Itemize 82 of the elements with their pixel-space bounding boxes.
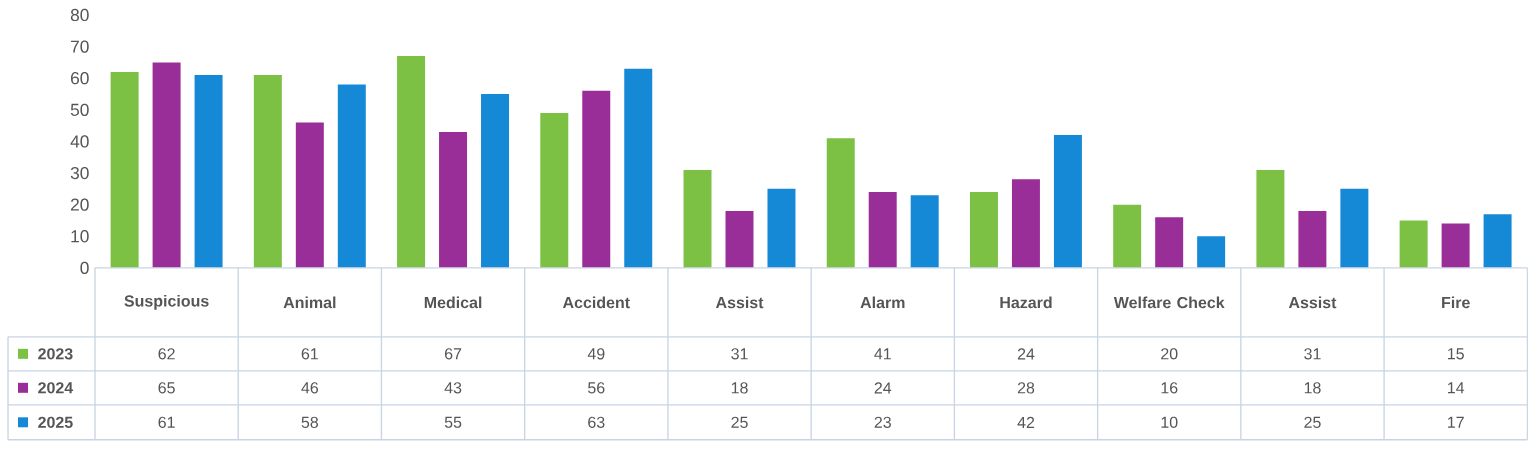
bar: [1298, 211, 1327, 268]
data-label: 43: [444, 382, 462, 394]
bar: [624, 68, 653, 268]
data-label: 18: [1304, 382, 1321, 394]
y-tick-label: 50: [70, 103, 89, 117]
data-label: 31: [1304, 348, 1321, 360]
bar: [1483, 214, 1512, 268]
data-label: 24: [1017, 348, 1035, 360]
data-label: 20: [1161, 348, 1178, 360]
data-label: 17: [1448, 416, 1464, 428]
x-tick-label: Medical: [424, 296, 482, 309]
bar: [295, 122, 324, 268]
bar: [1441, 223, 1470, 268]
bar: [1113, 204, 1142, 268]
y-tick-label: 20: [70, 198, 89, 211]
x-tick-label: Assist: [1288, 296, 1337, 309]
bar: [1197, 236, 1226, 268]
y-tick-label: 40: [70, 135, 89, 148]
y-tick-label: 70: [71, 40, 89, 53]
x-tick-label: Fire: [1442, 296, 1470, 309]
bar: [826, 138, 855, 268]
data-label: 25: [731, 416, 748, 429]
bar: [253, 75, 282, 268]
data-label: 55: [444, 416, 462, 428]
bar: [540, 113, 569, 268]
y-tick-label: 10: [71, 230, 89, 243]
bar: [1011, 179, 1040, 268]
legend-label: 2024: [38, 382, 74, 394]
bar: [969, 192, 998, 268]
data-label: 61: [301, 348, 318, 360]
data-label: 63: [588, 416, 605, 429]
y-tick-label: 80: [70, 8, 89, 22]
x-tick-label: Animal: [283, 296, 336, 309]
data-label: 46: [301, 382, 319, 394]
bar: [767, 188, 796, 268]
data-label: 62: [158, 348, 175, 360]
x-tick-label: Suspicious: [124, 295, 209, 310]
x-tick-label: Welfare Check: [1113, 296, 1225, 309]
data-label: 49: [587, 348, 605, 360]
data-label: 31: [731, 348, 748, 360]
data-label: 24: [874, 382, 892, 394]
bar: [683, 169, 712, 268]
bar: [1399, 220, 1428, 268]
bar: [110, 72, 139, 268]
bar: [1340, 188, 1369, 268]
bar: [1053, 135, 1082, 268]
data-label: 67: [444, 348, 462, 360]
legend-label: 2023: [38, 348, 73, 360]
bar: [910, 195, 939, 268]
data-label: 25: [1304, 416, 1321, 429]
bar: [337, 84, 366, 268]
bar: [1155, 217, 1184, 268]
bar: [481, 94, 510, 268]
data-label: 41: [874, 348, 891, 360]
bar: [1256, 169, 1285, 268]
x-tick-label: Hazard: [1000, 296, 1052, 309]
data-label: 42: [1017, 416, 1035, 428]
bar: [725, 211, 754, 268]
data-label: 16: [1161, 382, 1178, 394]
bar: [152, 62, 181, 268]
y-tick-label: 0: [80, 261, 89, 275]
data-label: 28: [1017, 382, 1035, 394]
bar: [397, 56, 426, 268]
y-tick-label: 60: [70, 72, 89, 85]
data-label: 18: [731, 382, 748, 394]
x-tick-label: Alarm: [860, 296, 905, 309]
data-label: 15: [1448, 348, 1464, 360]
data-label: 23: [874, 416, 891, 429]
bar: [582, 90, 611, 268]
bar: [194, 75, 223, 268]
legend-label: 2025: [38, 416, 73, 429]
data-label: 65: [158, 382, 175, 394]
x-tick-label: Accident: [562, 296, 630, 309]
data-label: 10: [1161, 416, 1178, 429]
data-label: 14: [1448, 382, 1465, 394]
y-tick-label: 30: [70, 167, 89, 180]
data-label: 56: [588, 382, 605, 394]
x-tick-label: Assist: [715, 296, 764, 309]
bar: [868, 192, 897, 268]
data-label: 61: [158, 416, 175, 429]
data-label: 58: [301, 416, 319, 429]
bar: [439, 132, 468, 268]
